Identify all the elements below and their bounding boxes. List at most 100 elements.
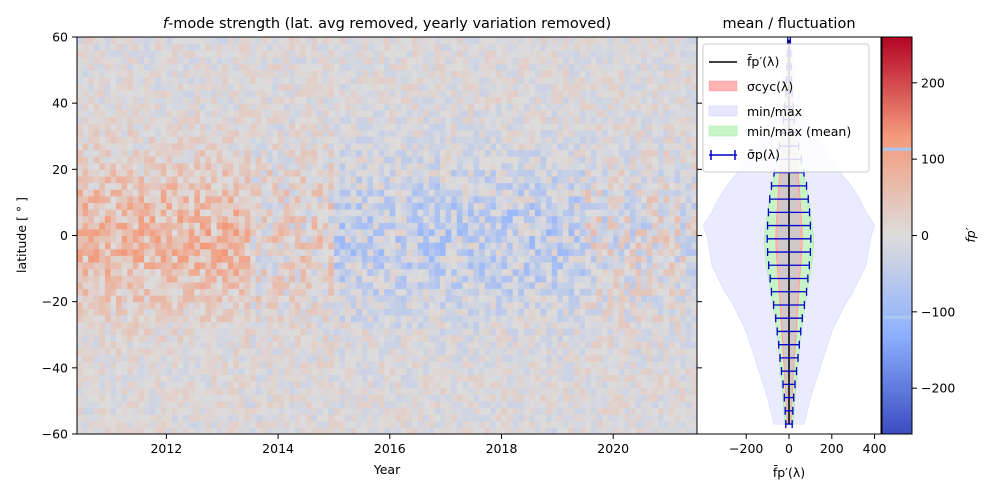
heatmap-cell <box>378 70 385 78</box>
heatmap-cell <box>216 222 223 230</box>
heatmap-cell <box>77 116 84 124</box>
heatmap-cell <box>456 295 464 303</box>
heatmap-cell <box>512 387 519 395</box>
heatmap-cell <box>233 156 240 164</box>
heatmap-cell <box>428 215 436 223</box>
heatmap-cell <box>356 43 363 51</box>
heatmap-cell <box>311 149 318 157</box>
heatmap-cell <box>440 361 447 369</box>
heatmap-cell <box>199 209 207 217</box>
heatmap-cell <box>529 215 536 223</box>
heatmap-cell <box>272 314 279 323</box>
heatmap-cell <box>77 96 84 104</box>
heatmap-cell <box>278 394 285 402</box>
heatmap-cell <box>523 96 531 104</box>
heatmap-cell <box>127 420 134 428</box>
heatmap-cell <box>155 314 162 323</box>
heatmap-cell <box>467 228 475 237</box>
heatmap-cell <box>77 189 84 197</box>
heatmap-cell <box>132 43 140 51</box>
heatmap-cell <box>121 420 128 428</box>
heatmap-cell <box>345 301 352 309</box>
heatmap-cell <box>350 374 357 382</box>
heatmap-cell <box>417 156 424 164</box>
heatmap-cell <box>467 142 475 151</box>
heatmap-cell <box>423 414 430 422</box>
heatmap-cell <box>507 89 514 98</box>
heatmap-cell <box>445 420 452 428</box>
heatmap-cell <box>216 209 223 217</box>
heatmap-cell <box>361 202 369 210</box>
heatmap-cell <box>367 321 374 329</box>
heatmap-cell <box>328 149 335 157</box>
heatmap-cell <box>188 314 195 323</box>
heatmap-cell <box>467 400 475 409</box>
heatmap-cell <box>412 215 419 223</box>
heatmap-cell <box>479 156 486 164</box>
heatmap-cell <box>518 328 525 336</box>
heatmap-cell <box>395 202 402 210</box>
heatmap-cell <box>440 89 447 98</box>
heatmap-cell <box>384 56 391 65</box>
heatmap-cell <box>99 83 106 91</box>
heatmap-cell <box>317 288 324 296</box>
heatmap-cell <box>300 407 307 415</box>
heatmap-cell <box>149 235 156 243</box>
heatmap-cell <box>294 182 302 190</box>
heatmap-cell <box>233 281 240 290</box>
heatmap-cell <box>434 156 441 164</box>
heatmap-cell <box>490 295 497 303</box>
heatmap-cell <box>294 189 302 197</box>
heatmap-cell <box>378 275 385 283</box>
heatmap-cell <box>205 83 212 91</box>
heatmap-cell <box>82 189 89 197</box>
heatmap-cell <box>322 394 329 402</box>
heatmap-cell <box>238 381 246 389</box>
heatmap-cell <box>149 43 156 51</box>
heatmap-cell <box>255 116 262 124</box>
heatmap-cell <box>378 96 385 104</box>
heatmap-cell <box>205 169 212 177</box>
heatmap-cell <box>194 400 201 409</box>
heatmap-cell <box>317 328 324 336</box>
heatmap-cell <box>278 162 285 170</box>
heatmap-cell <box>518 162 525 170</box>
heatmap-cell <box>121 255 128 263</box>
heatmap-cell <box>155 56 162 65</box>
heatmap-cell <box>110 427 117 434</box>
heatmap-cell <box>456 268 464 276</box>
heatmap-cell <box>255 129 262 137</box>
heatmap-cell <box>434 43 441 51</box>
heatmap-cell <box>378 248 385 256</box>
heatmap-cell <box>384 420 391 428</box>
heatmap-cell <box>149 175 156 184</box>
heatmap-cell <box>518 301 525 309</box>
heatmap-cell <box>535 156 542 164</box>
heatmap-cell <box>417 268 424 276</box>
heatmap-cell <box>77 321 84 329</box>
heatmap-cell <box>205 420 212 428</box>
heatmap-cell <box>456 222 464 230</box>
heatmap-cell <box>250 400 257 409</box>
heatmap-cell <box>484 209 491 217</box>
heatmap-cell <box>356 195 363 204</box>
heatmap-cell <box>412 222 419 230</box>
heatmap-cell <box>77 156 84 164</box>
heatmap-cell <box>272 235 279 243</box>
heatmap-cell <box>512 301 519 309</box>
heatmap-cell <box>412 123 419 131</box>
heatmap-cell <box>250 281 257 290</box>
heatmap-cell <box>378 136 385 144</box>
heatmap-cell <box>328 308 335 316</box>
heatmap-cell <box>529 275 536 283</box>
heatmap-cell <box>523 255 531 263</box>
heatmap-cell <box>121 301 128 309</box>
heatmap-cell <box>250 420 257 428</box>
heatmap-cell <box>328 268 335 276</box>
heatmap-cell <box>484 295 491 303</box>
heatmap-cell <box>428 248 436 256</box>
heatmap-cell <box>289 123 296 131</box>
heatmap-cell <box>495 149 503 157</box>
heatmap-cell <box>104 76 112 84</box>
heatmap-cell <box>384 63 391 71</box>
